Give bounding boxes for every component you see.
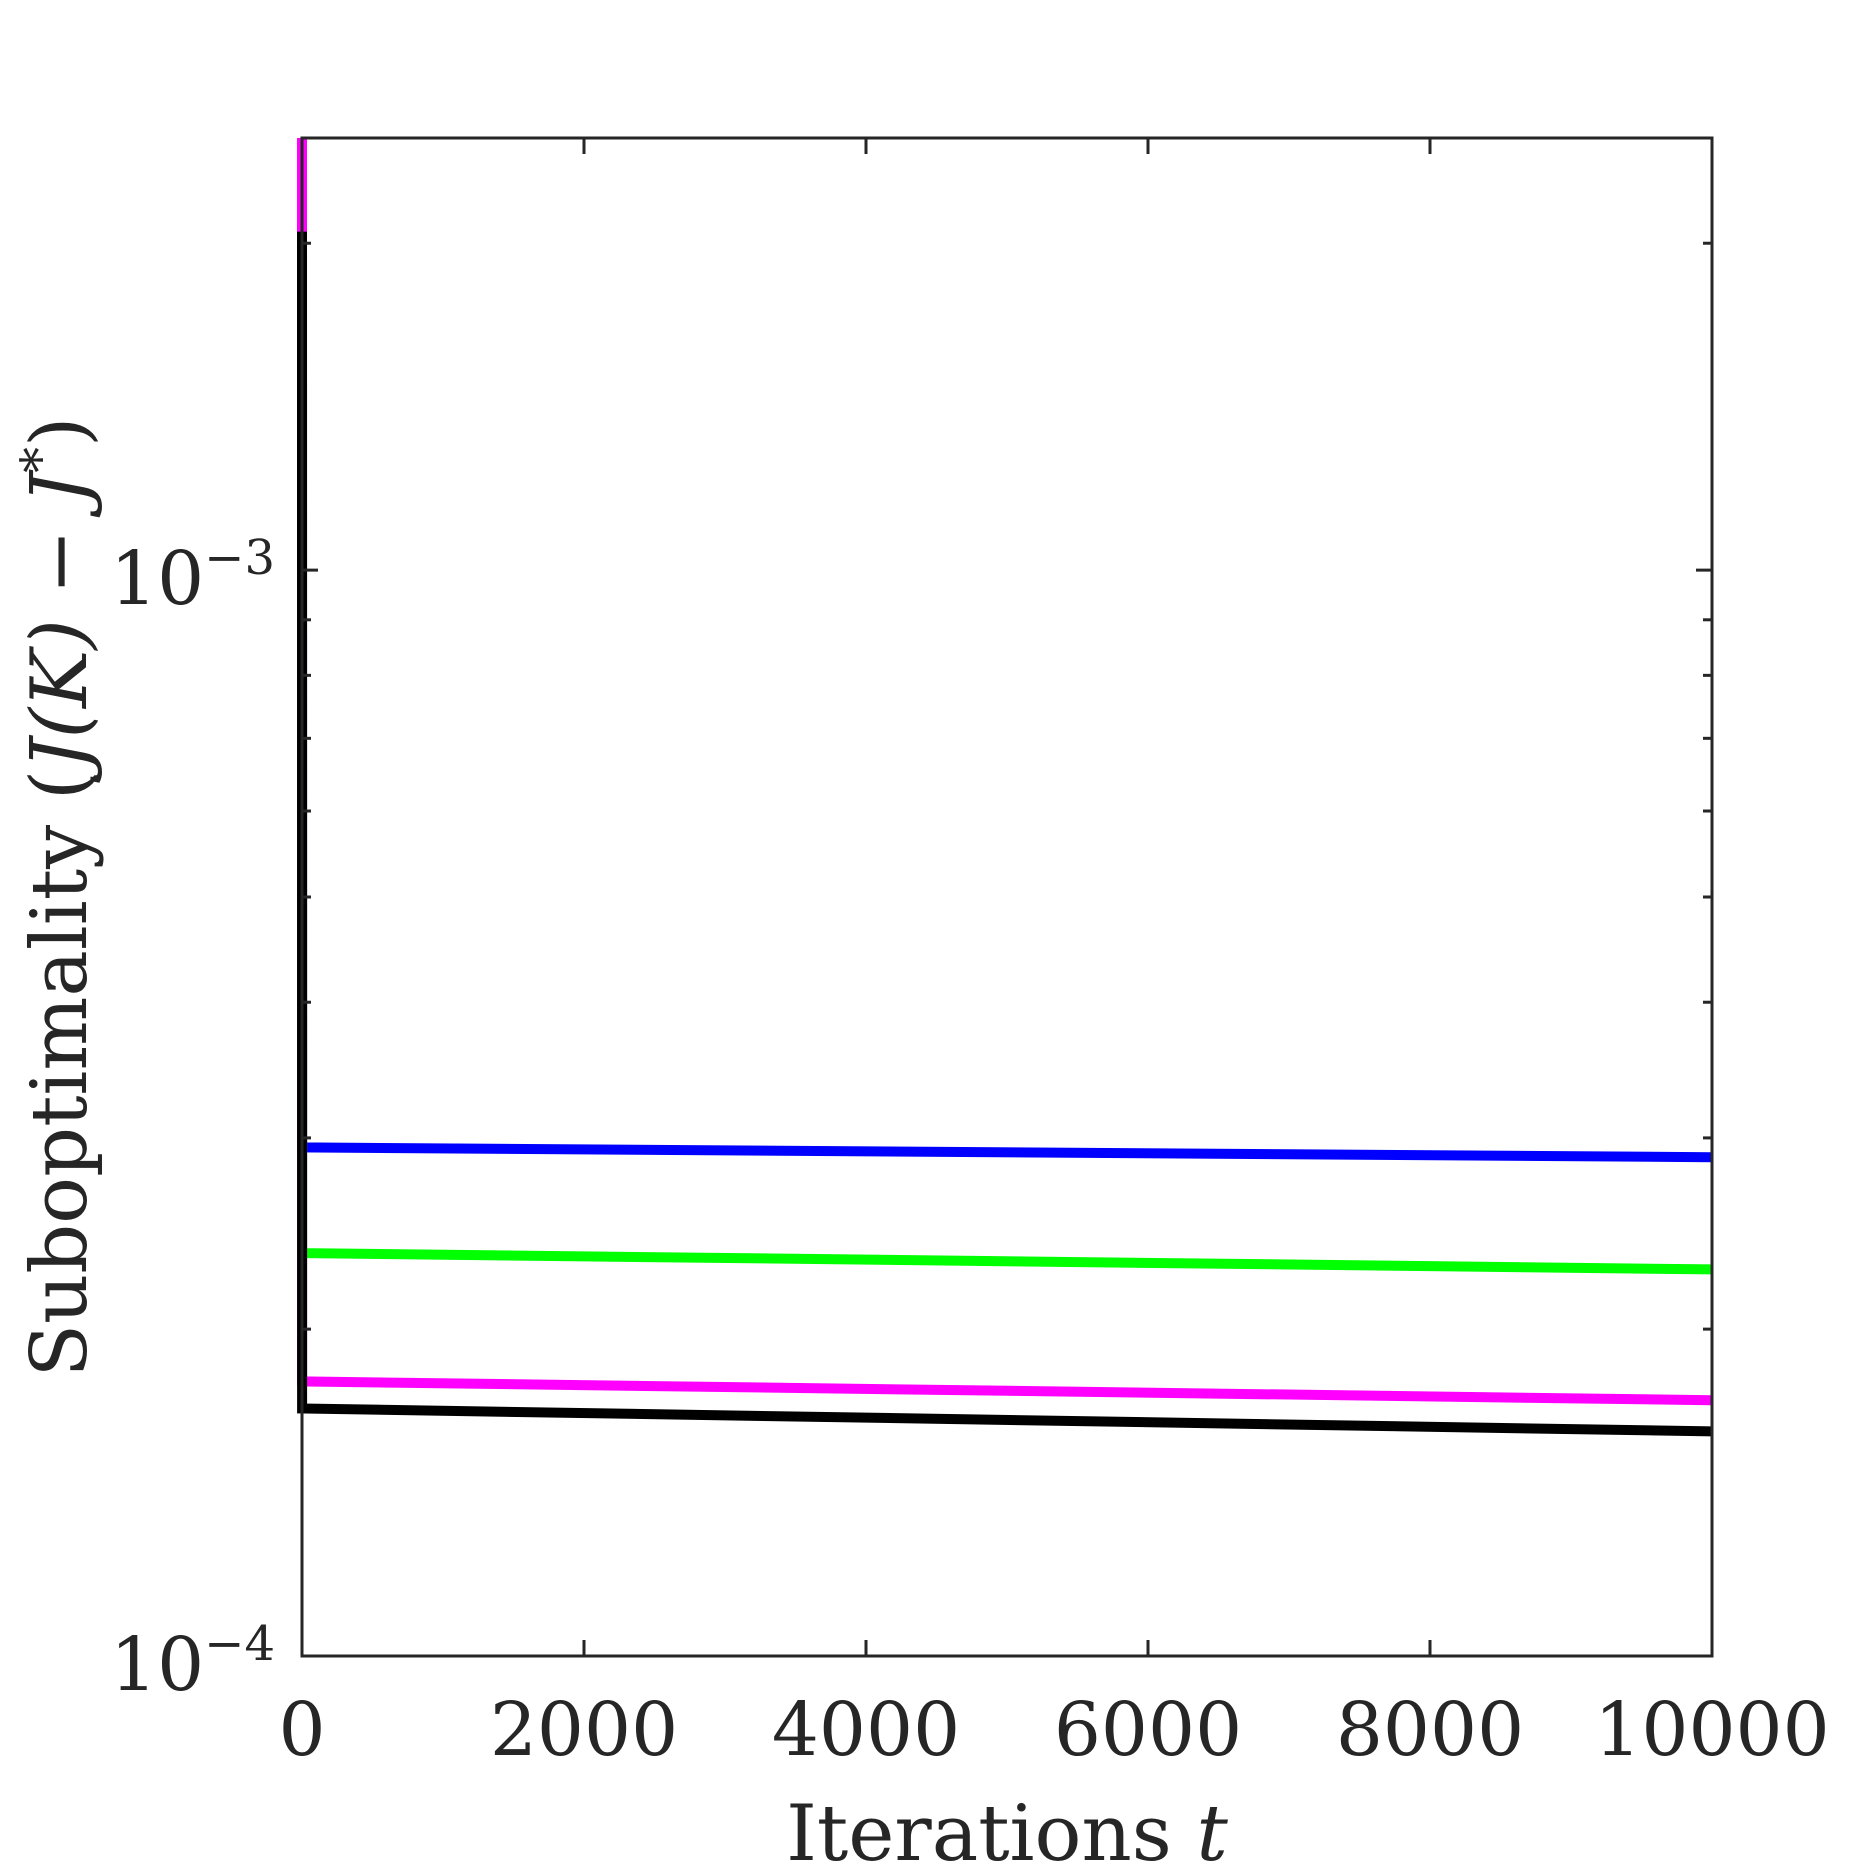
plot-area [302,138,1712,1656]
axes-box [300,136,1714,1658]
x-axis-label-text: Iterations [786,1789,1196,1875]
y-tick-label-exp-0: −3 [204,530,275,586]
y-tick-label-base-1: 10 [110,1622,204,1708]
y-tick-labels: 10−310−4 [110,530,275,1708]
y-axis-label: Suboptimality (J(K) − J*) [11,417,105,1378]
y-axis-label-text: Suboptimality ( [15,770,105,1378]
x-tick-label-4: 8000 [1336,1687,1524,1773]
x-tick-label-1: 2000 [490,1687,678,1773]
y-tick-label-0: 10−3 [110,530,275,622]
y-axis-label-expr: J(K) − J [15,469,105,783]
x-tick-label-5: 10000 [1594,1687,1829,1773]
x-tick-label-0: 0 [278,1687,325,1773]
y-tick-label-exp-1: −4 [204,1616,275,1672]
y-tick-label-1: 10−4 [110,1616,275,1708]
x-tick-label-2: 4000 [772,1687,960,1773]
x-tick-labels: 0 2000 4000 6000 8000 10000 [278,1687,1829,1773]
x-axis-label-var: t [1197,1789,1229,1875]
x-tick-label-3: 6000 [1054,1687,1242,1773]
x-axis-label: Iterations t [786,1789,1228,1875]
y-axis-label-sup: * [11,447,71,473]
y-axis-label-close: ) [15,417,105,447]
y-tick-label-base-0: 10 [110,536,204,622]
